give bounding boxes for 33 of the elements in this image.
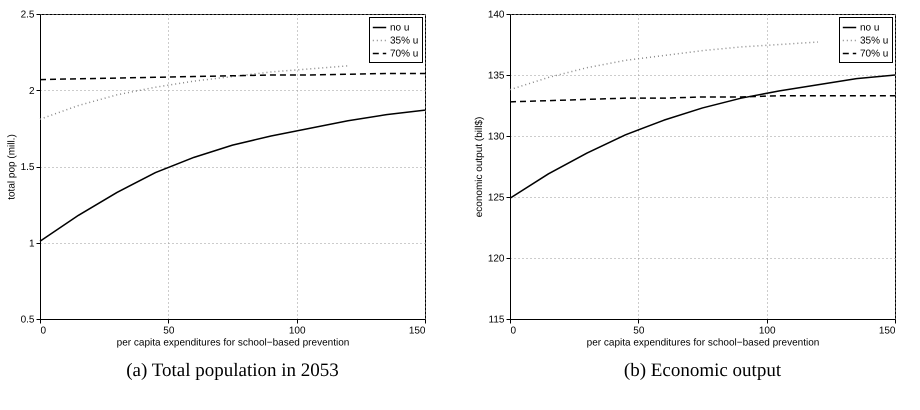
y-tick-label: 120 bbox=[488, 254, 505, 264]
y-tick-label: 130 bbox=[488, 132, 505, 142]
text: (a) Total population in 2053 bbox=[126, 360, 339, 381]
y-tick-label: 135 bbox=[488, 70, 505, 82]
y-tick-label: 140 bbox=[488, 10, 505, 20]
y-tick-label: 0.5 bbox=[20, 314, 35, 326]
x-tick-label: 100 bbox=[758, 326, 776, 336]
x-axis-title: per capita expenditures for school−based prevention bbox=[586, 338, 820, 348]
legend-label: 35% u bbox=[390, 36, 418, 46]
legend-label: 35% u bbox=[860, 36, 888, 46]
x-tick-label: 0 bbox=[510, 326, 516, 336]
y-tick-label: 125 bbox=[488, 192, 505, 204]
x-axis-title: per capita expenditures for school−based prevention bbox=[116, 338, 350, 348]
line-series bbox=[39, 65, 349, 120]
text: (b) Economic output bbox=[624, 360, 782, 381]
line-series bbox=[509, 41, 819, 90]
y-tick-label: 115 bbox=[488, 314, 505, 326]
x-tick-label: 50 bbox=[163, 326, 175, 336]
y-tick-label: 2.5 bbox=[20, 10, 35, 20]
legend-label: 70% u bbox=[390, 48, 418, 60]
x-tick-label: 100 bbox=[288, 326, 306, 336]
y-tick-label: 1.5 bbox=[20, 162, 35, 173]
y-axis-title: economic output (bill$) bbox=[474, 116, 485, 218]
y-axis-title: total pop (mill.) bbox=[6, 134, 18, 200]
x-tick-label: 150 bbox=[408, 326, 426, 336]
x-tick-label: 50 bbox=[633, 326, 645, 336]
x-tick-label: 0 bbox=[40, 326, 46, 336]
y-tick-label: 1 bbox=[28, 238, 35, 250]
x-tick-label: 150 bbox=[878, 326, 896, 336]
legend-label: 70% u bbox=[860, 48, 888, 60]
legend-label: no u bbox=[390, 22, 410, 34]
legend-label: no u bbox=[860, 22, 880, 34]
y-tick-label: 2 bbox=[28, 86, 35, 97]
